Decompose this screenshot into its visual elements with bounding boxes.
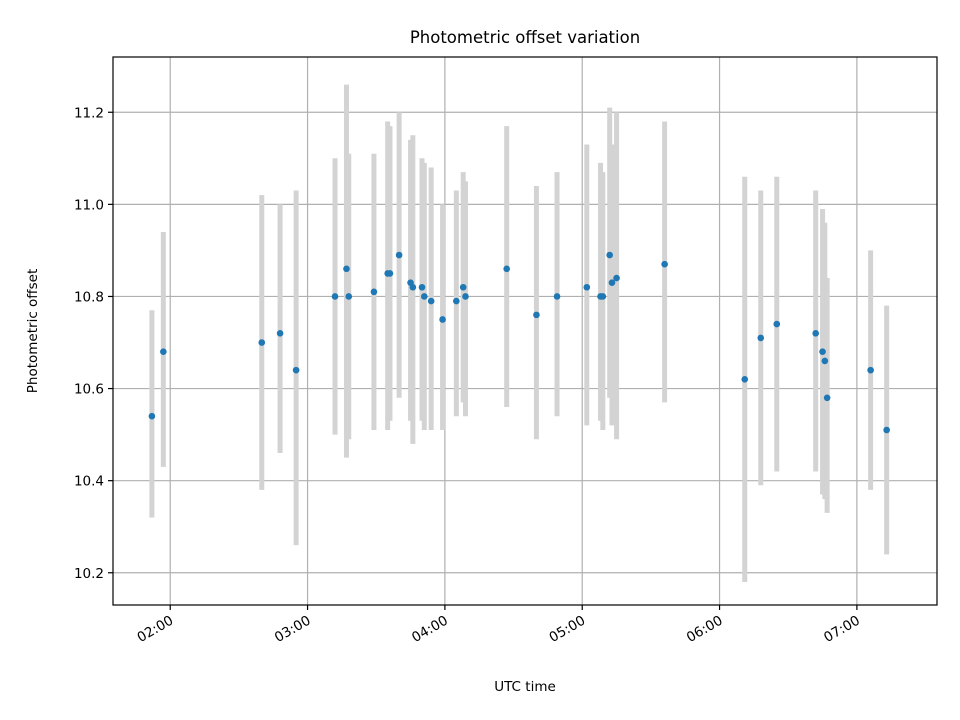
data-point xyxy=(343,265,350,273)
x-tick-label: 05:00 xyxy=(547,613,589,646)
data-point xyxy=(867,366,874,374)
data-point xyxy=(741,376,749,383)
data-point xyxy=(148,412,156,420)
y-axis-label: Photometric offset xyxy=(25,269,41,393)
plot-frame xyxy=(112,56,938,606)
errorbar-layer xyxy=(149,84,890,582)
data-point xyxy=(819,348,826,356)
data-point xyxy=(292,366,300,374)
data-point xyxy=(462,293,469,300)
data-point xyxy=(503,265,510,273)
data-point xyxy=(345,293,353,300)
grid-layer xyxy=(113,57,937,605)
data-point xyxy=(459,283,467,291)
y-tick-label: 10.8 xyxy=(74,289,104,305)
data-point xyxy=(418,283,426,291)
point-layer xyxy=(148,251,890,434)
data-point xyxy=(533,311,540,319)
data-point xyxy=(773,320,781,328)
data-point xyxy=(613,274,620,282)
data-point xyxy=(821,357,829,365)
data-point xyxy=(439,316,446,323)
x-tick-label: 07:00 xyxy=(821,613,863,646)
data-point xyxy=(420,293,428,300)
chart-title: Photometric offset variation xyxy=(410,28,640,47)
data-point xyxy=(395,251,403,259)
y-tick-label: 10.4 xyxy=(74,474,104,490)
data-point xyxy=(258,339,266,346)
x-tick-label: 02:00 xyxy=(135,613,177,646)
data-point xyxy=(386,270,394,277)
data-point xyxy=(583,283,591,291)
y-tick-label: 10.6 xyxy=(74,382,104,398)
data-point xyxy=(370,288,378,296)
data-point xyxy=(757,334,765,342)
data-point xyxy=(276,330,284,337)
data-point xyxy=(453,297,460,305)
data-point xyxy=(160,348,167,356)
data-point xyxy=(599,293,607,300)
data-point xyxy=(823,394,831,402)
data-point xyxy=(409,283,417,291)
x-tick-label: 04:00 xyxy=(409,613,451,646)
data-point xyxy=(812,330,819,337)
y-tick-label: 10.2 xyxy=(74,566,104,582)
x-tick-label: 06:00 xyxy=(684,613,726,646)
y-tick-label: 11.2 xyxy=(74,105,104,121)
data-point xyxy=(553,293,561,300)
data-point xyxy=(331,293,339,300)
data-point xyxy=(661,260,668,268)
data-point xyxy=(608,279,616,286)
data-point xyxy=(427,297,435,305)
data-point xyxy=(606,251,613,259)
x-tick-label: 03:00 xyxy=(272,613,314,646)
data-point xyxy=(883,426,890,434)
y-tick-label: 11.0 xyxy=(74,197,104,213)
x-axis-label: UTC time xyxy=(494,679,556,695)
